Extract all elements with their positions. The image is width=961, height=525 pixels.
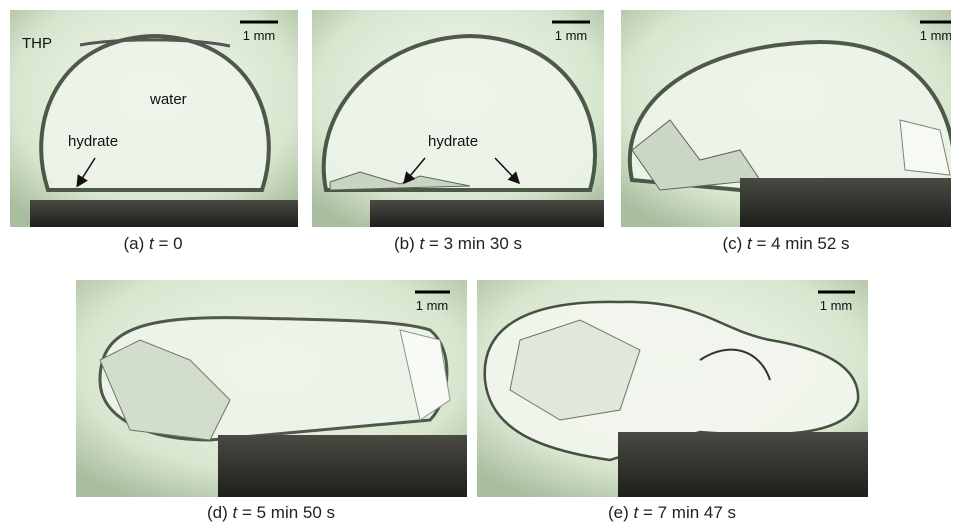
caption-value: = 0 <box>158 234 182 253</box>
scale-bar-label: 1 mm <box>416 298 449 313</box>
annotation: hydrate <box>68 133 118 150</box>
caption-label: (e) <box>608 503 629 522</box>
caption-label: (c) <box>722 234 742 253</box>
figure: 1 mm THP water hydrate 1 mm hydrate 1 mm… <box>0 0 961 525</box>
caption-variable: t <box>747 234 753 253</box>
annotation: water <box>149 91 187 108</box>
caption-variable: t <box>633 503 639 522</box>
caption: (e) t = 7 min 47 s <box>608 503 736 522</box>
scale-bar-label: 1 mm <box>243 28 276 43</box>
caption-label: (d) <box>207 503 228 522</box>
scale-bar-label: 1 mm <box>555 28 588 43</box>
panel-b: 1 mm hydrate <box>312 10 604 227</box>
caption: (c) t = 4 min 52 s <box>722 234 849 253</box>
panel-e: 1 mm <box>477 280 868 497</box>
annotation: THP <box>22 35 52 52</box>
caption-variable: t <box>419 234 425 253</box>
annotation: hydrate <box>428 133 478 150</box>
caption: (d) t = 5 min 50 s <box>207 503 335 522</box>
caption-variable: t <box>149 234 155 253</box>
caption-value: = 7 min 47 s <box>643 503 736 522</box>
caption-value: = 5 min 50 s <box>242 503 335 522</box>
caption: (b) t = 3 min 30 s <box>394 234 522 253</box>
panel-d: 1 mm <box>76 280 467 497</box>
panel-c: 1 mm <box>621 10 955 227</box>
scale-bar-label: 1 mm <box>820 298 853 313</box>
scale-bar-label: 1 mm <box>920 28 953 43</box>
caption-value: = 3 min 30 s <box>429 234 522 253</box>
panel-a: 1 mm THP water hydrate <box>10 10 300 227</box>
caption-label: (a) <box>123 234 144 253</box>
caption-value: = 4 min 52 s <box>756 234 849 253</box>
caption-label: (b) <box>394 234 415 253</box>
caption: (a) t = 0 <box>123 234 182 253</box>
caption-variable: t <box>232 503 238 522</box>
